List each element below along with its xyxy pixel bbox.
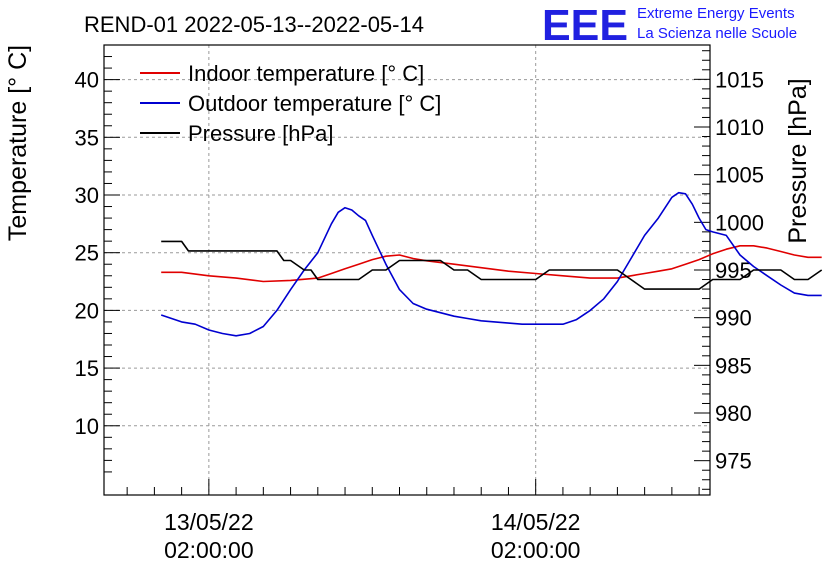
series-layer bbox=[160, 191, 823, 337]
y2-tick-label: 975 bbox=[715, 449, 752, 474]
outdoor-temperature-line bbox=[160, 191, 822, 337]
legend-label: Indoor temperature [° C] bbox=[188, 61, 424, 86]
eee-logo-line1: Extreme Energy Events bbox=[637, 5, 795, 22]
chart-title: REND-01 2022-05-13--2022-05-14 bbox=[84, 12, 424, 37]
y-tick-label: 15 bbox=[75, 356, 99, 381]
y2-axis-label: Pressure [hPa] bbox=[784, 78, 812, 243]
y2-tick-label: 1000 bbox=[715, 210, 764, 235]
legend: Indoor temperature [° C] Outdoor temperat… bbox=[140, 61, 441, 146]
x-tick-time: 02:00:00 bbox=[164, 537, 254, 563]
y-tick-label: 35 bbox=[75, 125, 99, 150]
grid bbox=[104, 45, 710, 495]
y-axis-label: Temperature [° C] bbox=[4, 45, 32, 241]
y2-tick-label: 1010 bbox=[715, 115, 764, 140]
y-tick-label: 30 bbox=[75, 183, 99, 208]
y2-tick-label: 1015 bbox=[715, 67, 764, 92]
legend-label: Pressure [hPa] bbox=[188, 121, 334, 146]
indoor-temperature-line bbox=[161, 245, 822, 283]
y2-tick-label: 985 bbox=[715, 353, 752, 378]
x-tick-date: 14/05/22 bbox=[491, 509, 581, 535]
x-tick-date: 13/05/22 bbox=[164, 509, 254, 535]
pressure-line bbox=[161, 240, 823, 290]
left-axis: 10 15 20 25 30 35 40 bbox=[75, 56, 120, 473]
y-tick-label: 25 bbox=[75, 241, 99, 266]
y2-tick-label: 1005 bbox=[715, 163, 764, 188]
y-tick-label: 10 bbox=[75, 414, 99, 439]
x-tick-time: 02:00:00 bbox=[491, 537, 581, 563]
y-tick-label: 20 bbox=[75, 298, 99, 323]
eee-logo-text: EEE bbox=[542, 1, 628, 50]
y-tick-label: 40 bbox=[75, 68, 99, 93]
eee-logo-line2: La Scienza nelle Scuole bbox=[637, 25, 797, 42]
y2-tick-label: 990 bbox=[715, 306, 752, 331]
y2-tick-label: 980 bbox=[715, 401, 752, 426]
legend-label: Outdoor temperature [° C] bbox=[188, 91, 441, 116]
eee-logo: EEE Extreme Energy Events La Scienza nel… bbox=[542, 1, 797, 50]
